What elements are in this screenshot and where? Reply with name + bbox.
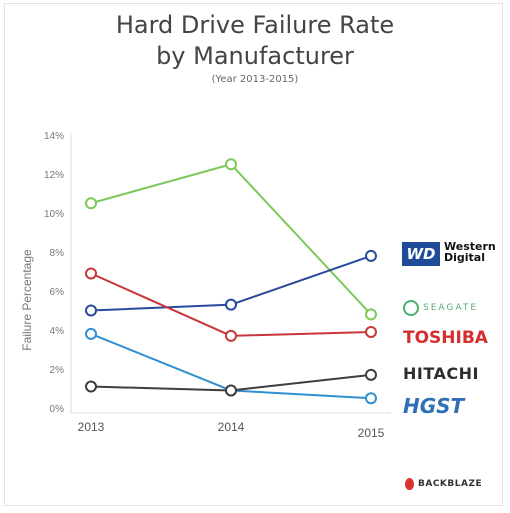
chart-title-line2: by Manufacturer — [156, 42, 354, 70]
series-point — [85, 327, 97, 340]
series-point — [225, 298, 237, 311]
backblaze-flame-icon — [405, 478, 414, 490]
series-point — [85, 267, 97, 280]
y-tick-label: 8% — [50, 248, 65, 259]
y-tick-label: 2% — [50, 365, 65, 376]
series-point — [365, 249, 377, 262]
x-tick-label: 2014 — [218, 420, 245, 434]
x-tick-label: 2015 — [358, 426, 385, 440]
series-point — [85, 380, 97, 393]
wd-name-line1: Western — [444, 240, 496, 253]
chart-subtitle: (Year 2013-2015) — [211, 74, 299, 85]
series-point — [225, 329, 237, 342]
western-digital-name: Western Digital — [444, 241, 496, 263]
series-point — [85, 197, 97, 210]
y-axis-label: Failure Percentage — [20, 249, 34, 351]
chart-title-line1: Hard Drive Failure Rate — [115, 11, 395, 39]
wd-name-line2: Digital — [444, 251, 485, 264]
y-tick-label: 14% — [44, 131, 64, 142]
series-point — [85, 304, 97, 317]
y-tick-label: 0% — [50, 404, 65, 415]
western-digital-logo: WD — [402, 242, 440, 266]
x-tick-label: 2013 — [78, 420, 105, 434]
series-point — [225, 384, 237, 397]
y-tick-label: 6% — [50, 287, 65, 298]
hgst-logo: HGST — [403, 394, 465, 418]
series-point — [365, 368, 377, 381]
series-point — [365, 308, 377, 321]
seagate-logo-text: SEAGATE — [423, 303, 479, 313]
series-point — [365, 325, 377, 338]
toshiba-logo: TOSHIBA — [403, 328, 488, 348]
backblaze-brand: BACKBLAZE — [418, 479, 483, 489]
y-tick-label: 12% — [44, 170, 64, 181]
hitachi-logo: HITACHI — [403, 364, 479, 383]
seagate-logo-icon — [403, 300, 419, 316]
y-tick-label: 10% — [44, 209, 64, 220]
series-point — [365, 392, 377, 405]
series-point — [225, 158, 237, 171]
y-tick-label: 4% — [50, 326, 65, 337]
